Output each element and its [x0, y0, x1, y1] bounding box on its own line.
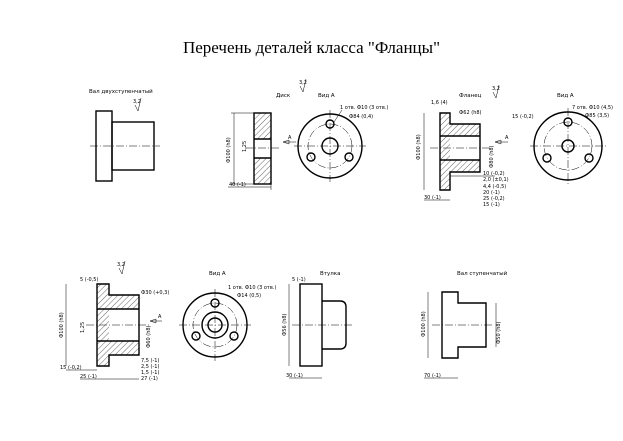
part6-dim-1: 70 (-1): [424, 373, 441, 379]
part3-note1: 7 отв. Ф10 (4,5): [572, 105, 613, 111]
page-title: Перечень деталей класса "Фланцы": [182, 38, 441, 57]
hole-icon: [542, 153, 552, 163]
part2-view-label: Вид А: [318, 93, 335, 99]
part1-drawing: Вал двухступенчатый 3,2: [89, 88, 160, 182]
part4-dim-4: 2,5 (-1): [141, 364, 159, 370]
part2-name: Диск: [276, 93, 291, 99]
part3-dim-6: 25 (-0,2): [483, 196, 505, 202]
part3-dim-4: 4,4 (-0,5): [483, 184, 506, 190]
part1-roughness: 3,2: [133, 99, 141, 105]
part2-dim-width: 40 (-1): [229, 182, 246, 188]
part3-note3: Ф62 (h8): [459, 110, 482, 116]
part4-dim-diameter: Ф100 (h8): [59, 312, 65, 338]
part3-dim-2: 2,0 (±0,1): [483, 177, 509, 183]
part2-roughness: 3,2: [299, 80, 307, 86]
part3-dim-top: 1,6 (4): [431, 100, 448, 106]
part3-note2: Ф85 (3,5): [585, 113, 609, 119]
arrow-icon: [149, 318, 157, 324]
hole-icon: [191, 331, 201, 341]
part3-dim-1: 10 (-0,2): [483, 171, 505, 177]
part4-view-label: Вид А: [209, 271, 226, 277]
part3-dim-3: 30 (-1): [424, 195, 441, 201]
part4-dim-2: 25 (-1): [80, 374, 97, 380]
roughness-mark-icon: [492, 84, 500, 99]
part2-section: [253, 112, 272, 185]
part3-dim-7: 15 (-1): [483, 202, 500, 208]
hole-icon: [229, 331, 239, 341]
part2-drawing: Диск 3,2 Ф100 (h8) 40 (-1) 1,25 А Вид А: [226, 78, 388, 190]
hole-icon: [584, 153, 594, 163]
roughness-mark-icon: [118, 260, 126, 275]
part4-drawing: 3,2 Ф100 (h8) Ф60 (h8) 5 (-0,5) Ф30 (+0,…: [59, 260, 276, 382]
part4-note1: 1 отв. Ф10 (3 отв.): [228, 285, 276, 291]
part2-arrow: А: [288, 135, 292, 141]
part3-dim-diameter2: Ф80 (h8): [489, 145, 495, 168]
part2-note1: 1 отв. Ф10 (3 отв.): [340, 105, 388, 111]
part4-note2: Ф14 (0,5): [237, 293, 261, 299]
part4-dim-1: 15 (-0,2): [60, 365, 82, 371]
arrow-icon: [494, 139, 502, 145]
part5-dim-top: 5 (-1): [292, 277, 306, 283]
roughness-mark-icon: [134, 97, 142, 112]
part4-note3: Ф30 (+0,3): [141, 290, 169, 296]
part1-name: Вал двухступенчатый: [89, 88, 153, 95]
part3-section: [439, 112, 481, 191]
part3-view-label: Вид А: [557, 93, 574, 99]
part5-dim-1: 30 (-1): [286, 373, 303, 379]
part6-dim-diameter: Ф100 (h8): [421, 311, 427, 337]
part5-name: Втулка: [320, 271, 340, 277]
part2-dim-s: 1,25: [242, 141, 248, 152]
part4-dim-diameter2: Ф60 (h8): [146, 325, 152, 348]
part3-name: Фланец: [459, 93, 482, 99]
part3-arrow: А: [505, 135, 509, 141]
part5-drawing: Втулка Ф56 (h8) 5 (-1) 30 (-1): [282, 271, 352, 379]
part4-dim-3: 7,5 (-1): [141, 358, 159, 364]
part6-dim-diameter2: Ф50 (h8): [496, 321, 502, 344]
hole-icon: [306, 152, 316, 162]
part4-dim-top: 5 (-0,5): [80, 277, 98, 283]
part5-dim-diameter: Ф56 (h8): [282, 313, 288, 336]
roughness-mark-icon: [299, 78, 307, 93]
part2-note2: Ф84 (0,4): [349, 114, 373, 120]
part3-roughness: 3,2: [492, 86, 500, 92]
part4-dim-5: 1,5 (-1): [141, 370, 159, 376]
part4-arrow: А: [158, 314, 162, 320]
part6-drawing: Вал ступенчатый Ф100 (h8) Ф50 (h8) 70 (-…: [421, 270, 508, 379]
hole-icon: [344, 152, 354, 162]
part3-dim-diameter: Ф100 (h8): [416, 134, 422, 160]
part2-dim-diameter: Ф100 (h8): [226, 137, 232, 163]
part3-drawing: Фланец 3,2 Ф100 (h8) Ф80 (h8) 1,6 (4) Ф6…: [416, 84, 613, 208]
part3-dim-8: 15 (-0,2): [512, 114, 534, 120]
part6-body: [441, 291, 487, 359]
part4-roughness: 3,2: [117, 262, 125, 268]
part4-section: [96, 283, 140, 367]
part4-dim-s: 1,25: [80, 322, 86, 333]
part1-hub: [111, 121, 155, 171]
part6-name: Вал ступенчатый: [457, 270, 508, 277]
part3-dim-5: 20 (-1): [483, 190, 500, 196]
arrow-icon: [282, 139, 290, 145]
part4-dim-6: 27 (-1): [141, 376, 158, 382]
